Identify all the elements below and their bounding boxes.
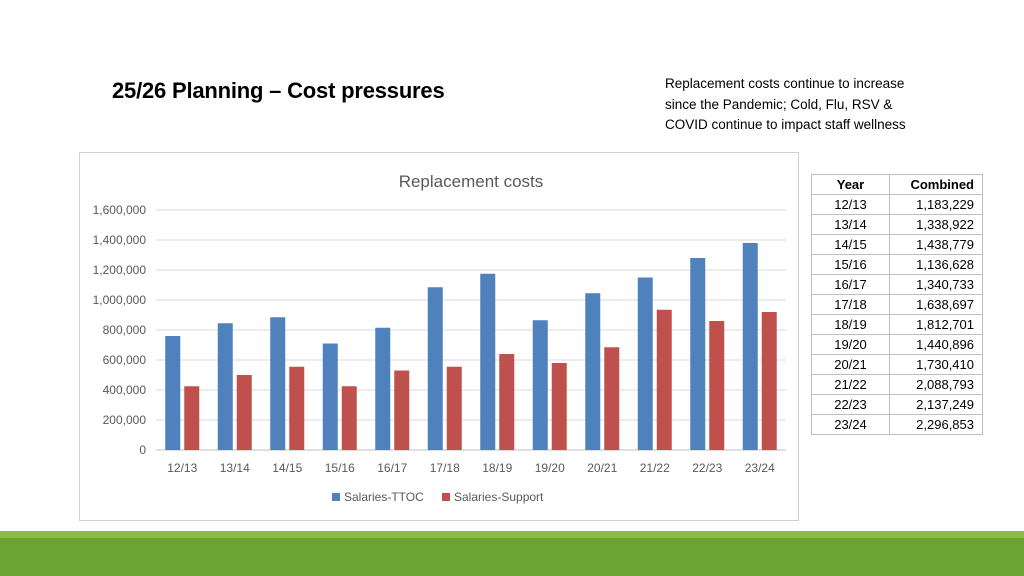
bar-salaries-support [499,354,515,450]
x-tick-label: 23/24 [745,461,775,475]
legend-label: Salaries-TTOC [344,490,424,504]
bar-salaries-ttoc [742,243,758,450]
legend-swatch [332,493,340,501]
bar-salaries-support [446,366,462,450]
legend-label: Salaries-Support [454,490,544,504]
y-tick-label: 1,400,000 [93,233,147,247]
bar-salaries-ttoc [690,258,706,450]
x-tick-label: 17/18 [430,461,460,475]
cell-combined: 1,438,779 [889,234,983,255]
bar-salaries-ttoc [217,323,233,450]
cell-combined: 2,088,793 [889,374,983,395]
table-row: 15/16 1,136,628 [811,254,983,275]
footer-band-dark [0,538,1024,576]
subtitle-line: Replacement costs continue to increase [665,76,905,91]
bar-salaries-support [656,309,672,450]
cell-year: 16/17 [811,274,890,295]
x-tick-label: 15/16 [325,461,355,475]
bar-salaries-ttoc [480,273,496,450]
x-tick-label: 21/22 [640,461,670,475]
y-tick-label: 200,000 [103,413,147,427]
cell-year: 17/18 [811,294,890,315]
table-row: 16/17 1,340,733 [811,274,983,295]
cell-year: 21/22 [811,374,890,395]
subtitle-line: COVID continue to impact staff wellness [665,117,906,132]
table-row: 23/24 2,296,853 [811,414,983,435]
cell-year: 18/19 [811,314,890,335]
x-tick-label: 13/14 [220,461,250,475]
table-row: 20/21 1,730,410 [811,354,983,375]
bar-salaries-ttoc [322,343,338,450]
bar-salaries-support [761,312,777,450]
chart-title: Replacement costs [399,172,544,191]
bar-salaries-support [394,370,410,450]
x-tick-label: 12/13 [167,461,197,475]
bar-salaries-ttoc [375,327,391,450]
table-header-row: Year Combined [811,174,983,195]
bar-salaries-support [709,321,725,450]
table-row: 12/13 1,183,229 [811,194,983,215]
cell-combined: 2,296,853 [889,414,983,435]
table-row: 21/22 2,088,793 [811,374,983,395]
cell-combined: 1,183,229 [889,194,983,215]
bar-salaries-support [289,366,305,450]
y-tick-label: 1,600,000 [93,203,147,217]
x-tick-label: 20/21 [587,461,617,475]
bar-salaries-support [236,375,252,450]
bar-salaries-ttoc [532,320,548,450]
x-tick-label: 22/23 [692,461,722,475]
column-header-combined: Combined [889,174,983,195]
table-row: 19/20 1,440,896 [811,334,983,355]
cell-year: 19/20 [811,334,890,355]
table-row: 17/18 1,638,697 [811,294,983,315]
y-tick-label: 600,000 [103,353,147,367]
subtitle-line: since the Pandemic; Cold, Flu, RSV & [665,96,893,112]
bar-salaries-support [604,347,620,450]
cell-year: 20/21 [811,354,890,375]
cell-year: 15/16 [811,254,890,275]
cell-combined: 1,340,733 [889,274,983,295]
replacement-costs-chart: Replacement costs 0 200,000 400,000 600,000 8… [93,172,786,504]
combined-costs-table: Year Combined 12/13 1,183,229 13/14 1,338,9… [811,174,983,435]
y-tick-label: 1,000,000 [93,293,147,307]
y-tick-label: 0 [139,443,146,457]
y-tick-label: 400,000 [103,383,147,397]
cell-year: 13/14 [811,214,890,235]
bar-salaries-ttoc [270,317,286,450]
x-tick-label: 16/17 [377,461,407,475]
bar-salaries-ttoc [585,293,601,450]
bar-salaries-ttoc [165,336,181,450]
y-tick-label: 800,000 [103,323,147,337]
bar-salaries-ttoc [637,277,653,450]
cell-year: 22/23 [811,394,890,415]
x-tick-label: 18/19 [482,461,512,475]
y-tick-label: 1,200,000 [93,263,147,277]
x-tick-label: 19/20 [535,461,565,475]
cell-year: 14/15 [811,234,890,255]
bar-salaries-support [184,386,200,450]
table-row: 13/14 1,338,922 [811,214,983,235]
bar-salaries-support [341,386,357,450]
cell-year: 12/13 [811,194,890,215]
bar-salaries-support [551,363,567,450]
slide-title: 25/26 Planning – Cost pressures [112,78,445,103]
footer-band-light [0,531,1024,538]
cell-combined: 1,730,410 [889,354,983,375]
chart-frame: Replacement costs 0 200,000 400,000 600,000 8… [79,152,799,521]
cell-combined: 2,137,249 [889,394,983,415]
cell-combined: 1,338,922 [889,214,983,235]
cell-combined: 1,136,628 [889,254,983,275]
x-tick-label: 14/15 [272,461,302,475]
bar-salaries-ttoc [427,287,443,450]
table-row: 22/23 2,137,249 [811,394,983,415]
table-row: 14/15 1,438,779 [811,234,983,255]
table-row: 18/19 1,812,701 [811,314,983,335]
legend-swatch [442,493,450,501]
cell-combined: 1,440,896 [889,334,983,355]
cell-combined: 1,812,701 [889,314,983,335]
column-header-year: Year [811,174,890,195]
cell-combined: 1,638,697 [889,294,983,315]
cell-year: 23/24 [811,414,890,435]
slide-subtitle: Replacement costs continue to increase s… [665,74,965,136]
